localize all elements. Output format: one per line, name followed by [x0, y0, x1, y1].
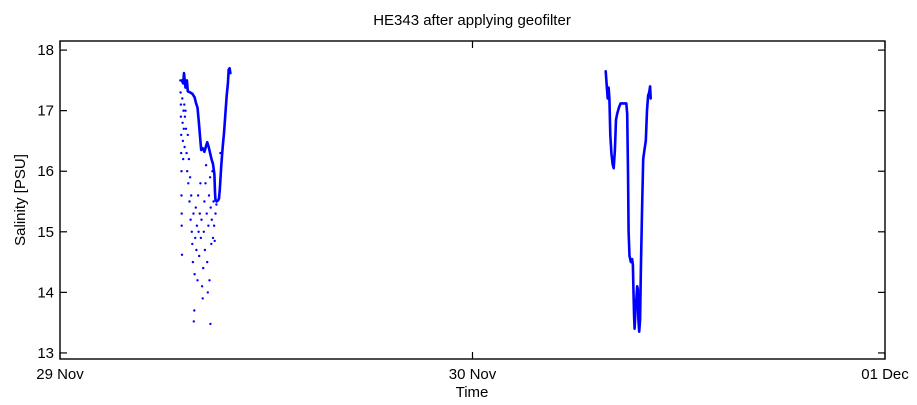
scatter-point [196, 279, 199, 282]
scatter-point [195, 224, 199, 227]
scatter-point [194, 236, 197, 240]
scatter-point [208, 176, 212, 179]
scatter-point [203, 248, 207, 252]
scatter-point [205, 212, 208, 215]
x-axis: 29 Nov 30 Nov 01 Dec [36, 41, 909, 383]
scatter-point [212, 200, 215, 203]
series-line [604, 70, 653, 334]
scatter-point [181, 121, 184, 125]
scatter-point [188, 176, 192, 179]
scatter-point [209, 206, 212, 209]
scatter-point [191, 242, 194, 246]
scatter-point [188, 200, 191, 203]
scatter-point [190, 230, 193, 233]
scatter-point [180, 224, 183, 227]
y-tick-label: 15 [37, 224, 54, 241]
y-axis: 13 14 15 16 17 18 [37, 42, 885, 362]
scatter-point [192, 320, 195, 323]
x-tick-label: 30 Nov [449, 366, 497, 383]
scatter-point [190, 194, 193, 197]
scatter-point [215, 203, 218, 206]
scatter-point [213, 239, 216, 243]
x-axis-label: Time [456, 384, 489, 401]
scatter-point [198, 212, 201, 215]
scatter-point [181, 139, 185, 143]
scatter-point [204, 182, 207, 185]
scatter-point [179, 91, 182, 94]
scatter-point [183, 103, 186, 106]
scatter-point [182, 157, 185, 161]
scatter-point [192, 212, 195, 215]
scatter-point [186, 133, 189, 137]
scatter-point [197, 230, 200, 233]
scatter-point [193, 273, 196, 276]
scatter-point [193, 309, 196, 312]
scatter-point [204, 164, 208, 167]
scatter-point [202, 230, 205, 233]
scatter-points [179, 79, 223, 326]
scatter-point [183, 115, 187, 118]
x-tick-label: 29 Nov [36, 366, 84, 383]
scatter-point [182, 127, 185, 130]
scatter-point [179, 103, 183, 106]
y-tick-label: 16 [37, 163, 54, 180]
scatter-point [194, 206, 197, 209]
scatter-point [207, 224, 210, 227]
scatter-point [199, 236, 203, 240]
scatter-point [181, 97, 184, 100]
scatter-point [211, 236, 215, 240]
scatter-point [207, 194, 211, 197]
scatter-point [184, 109, 187, 112]
plot-area [59, 40, 886, 360]
scatter-point [203, 200, 206, 203]
scatter-point [180, 170, 183, 173]
scatter-point [201, 297, 204, 300]
y-tick-label: 13 [37, 345, 54, 362]
y-tick-label: 17 [37, 103, 54, 120]
scatter-point [180, 133, 183, 137]
scatter-point [180, 253, 184, 256]
scatter-point [209, 322, 212, 326]
scatter-point [199, 182, 202, 185]
y-tick-label: 14 [37, 284, 54, 301]
scatter-point [189, 218, 192, 221]
scatter-point [206, 260, 209, 264]
series-line [180, 67, 232, 203]
scatter-point [212, 224, 216, 227]
scatter-point [187, 157, 191, 161]
x-tick-label: 01 Dec [861, 366, 909, 383]
scatter-point [210, 242, 213, 246]
scatter-point [180, 212, 183, 215]
scatter-point [184, 127, 188, 130]
scatter-point [195, 248, 198, 252]
chart-title: HE343 after applying geofilter [373, 12, 571, 29]
scatter-point [210, 218, 213, 221]
scatter-point [208, 279, 211, 282]
scatter-point [179, 115, 183, 118]
scatter-point [200, 218, 203, 221]
scatter-point [202, 266, 205, 270]
scatter-point [191, 260, 195, 264]
scatter-point [214, 212, 217, 215]
scatter-point [183, 145, 186, 149]
series-lines [180, 67, 653, 334]
y-tick-label: 18 [37, 42, 54, 59]
y-axis-label: Salinity [PSU] [12, 154, 29, 246]
scatter-point [180, 151, 183, 155]
scatter-point [182, 109, 185, 112]
scatter-point [186, 170, 189, 173]
scatter-point [185, 151, 188, 155]
scatter-point [198, 254, 201, 258]
scatter-point [200, 285, 204, 288]
scatter-point [196, 194, 200, 197]
scatter-point [206, 291, 209, 294]
scatter-point [187, 182, 190, 185]
scatter-point [180, 194, 183, 197]
